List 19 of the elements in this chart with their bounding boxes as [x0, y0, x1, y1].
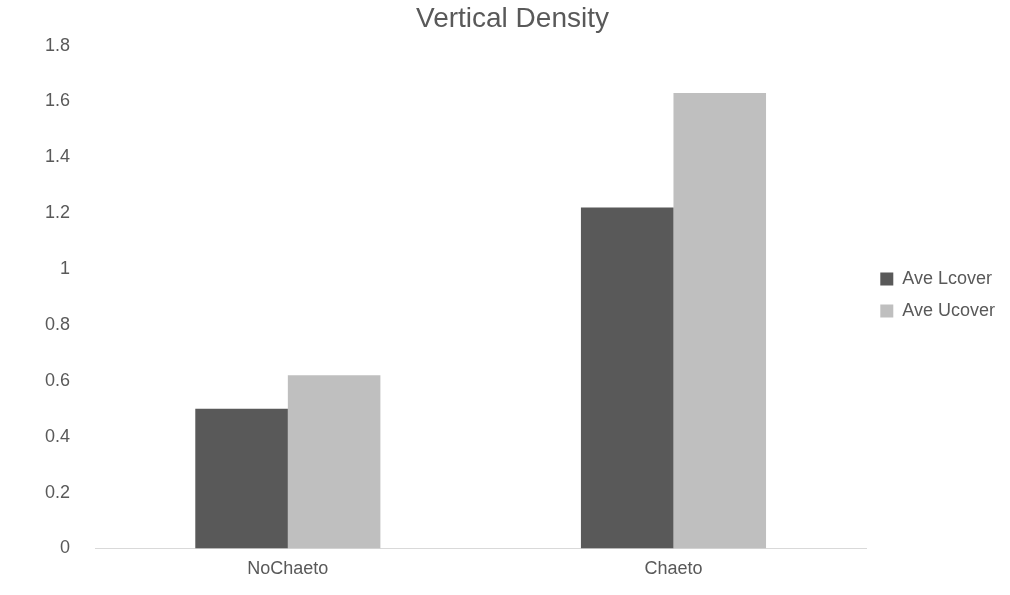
legend-label: Ave Ucover — [902, 299, 996, 320]
x-tick-label: NoChaeto — [247, 558, 329, 579]
y-tick-label: 1.2 — [44, 202, 71, 223]
y-tick-label: 0.2 — [44, 481, 71, 502]
bar — [580, 207, 674, 549]
y-tick-label: 0.8 — [44, 313, 71, 334]
bar — [287, 375, 381, 549]
y-tick-label: 0.4 — [44, 425, 71, 446]
bar — [195, 408, 288, 549]
y-tick-label: 0 — [60, 537, 71, 558]
y-tick-label: 1.8 — [44, 34, 71, 55]
y-tick-label: 1 — [60, 258, 71, 279]
x-tick-label: Chaeto — [644, 558, 703, 579]
legend-label: Ave Lcover — [902, 267, 993, 288]
bar — [673, 93, 767, 549]
y-tick-label: 0.6 — [44, 369, 71, 390]
y-tick-label: 1.4 — [44, 146, 71, 167]
chart-title: Vertical Density — [416, 1, 609, 33]
y-tick-label: 1.6 — [44, 90, 71, 111]
